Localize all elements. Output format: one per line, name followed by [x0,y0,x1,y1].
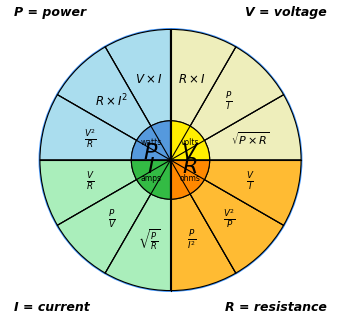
Wedge shape [105,29,170,126]
Text: $\frac{V}{R}$: $\frac{V}{R}$ [86,171,95,192]
Text: $\frac{V}{I}$: $\frac{V}{I}$ [246,171,255,192]
Text: $\sqrt{\frac{P}{R}}$: $\sqrt{\frac{P}{R}}$ [137,228,161,252]
Text: ohms: ohms [179,174,200,183]
Text: $\mathit{I}$: $\mathit{I}$ [147,157,155,177]
Text: $\frac{P}{I^2}$: $\frac{P}{I^2}$ [187,228,197,252]
Wedge shape [190,47,284,140]
Text: $\frac{P}{I}$: $\frac{P}{I}$ [225,91,233,112]
Wedge shape [170,194,236,291]
Text: $\frac{P}{V}$: $\frac{P}{V}$ [108,208,116,229]
Text: V = voltage: V = voltage [246,6,327,19]
Text: $\mathit{R}$: $\mathit{R}$ [182,157,197,177]
Wedge shape [170,160,210,199]
Wedge shape [204,95,301,160]
Wedge shape [105,194,170,291]
Wedge shape [190,180,284,273]
Text: $V \times I$: $V \times I$ [135,73,163,86]
Text: watts: watts [140,138,162,147]
Text: $\mathit{V}$: $\mathit{V}$ [181,143,199,163]
Text: $R \times I$: $R \times I$ [178,73,206,86]
Wedge shape [170,29,236,126]
Wedge shape [204,160,301,225]
Wedge shape [57,47,151,140]
Wedge shape [40,160,137,225]
Text: R = resistance: R = resistance [225,301,327,314]
Text: $\sqrt{P \times R}$: $\sqrt{P \times R}$ [231,130,270,147]
Text: $\frac{V^2}{R}$: $\frac{V^2}{R}$ [84,127,97,149]
Text: $R \times I^2$: $R \times I^2$ [95,93,129,110]
Text: $\mathit{P}$: $\mathit{P}$ [144,143,159,163]
Wedge shape [131,121,170,160]
Text: $\frac{V^2}{P}$: $\frac{V^2}{P}$ [223,208,236,230]
Wedge shape [170,121,210,160]
Text: amps: amps [141,174,162,183]
Wedge shape [57,180,151,273]
Wedge shape [40,95,137,160]
Circle shape [40,29,301,291]
Text: volts: volts [181,138,199,147]
Text: P = power: P = power [14,6,86,19]
Text: I = current: I = current [14,301,90,314]
Wedge shape [131,160,170,199]
